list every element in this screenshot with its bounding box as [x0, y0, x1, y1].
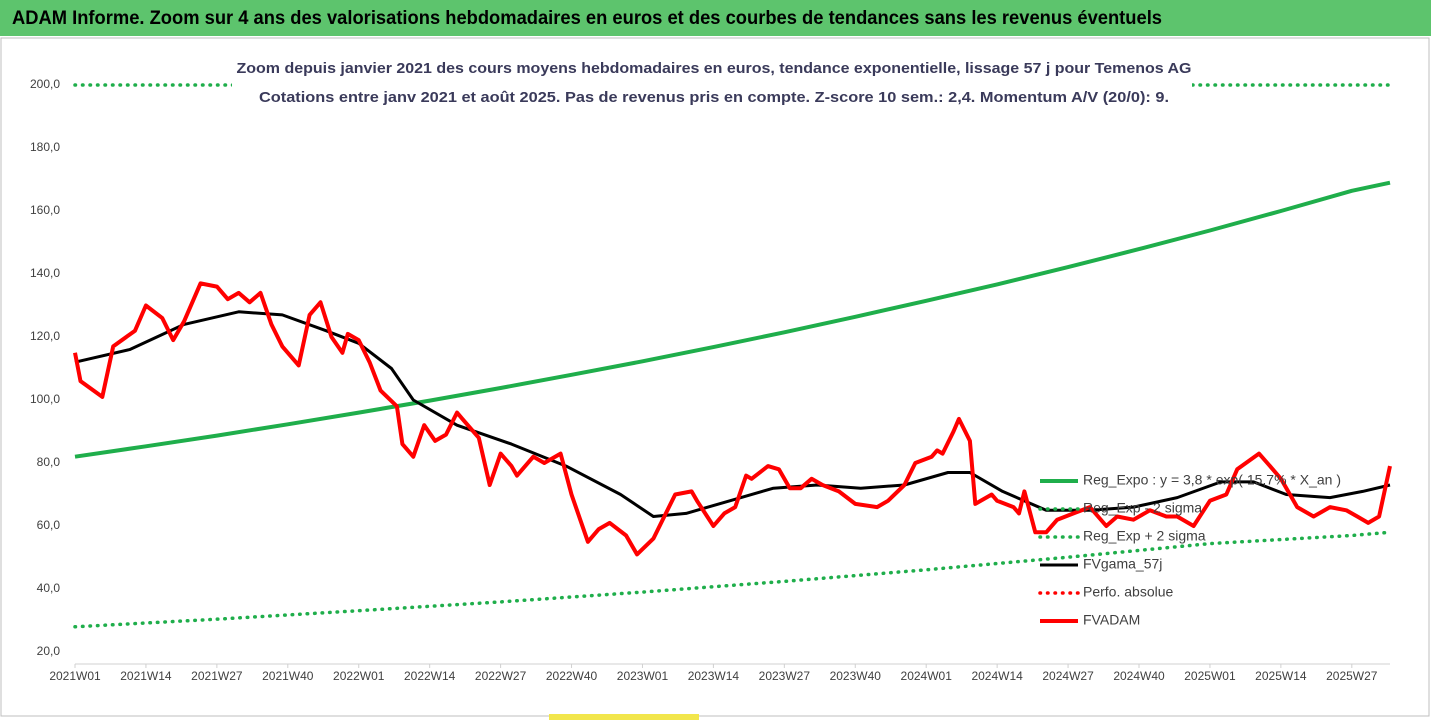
y-tick-label: 160,0 [30, 203, 60, 217]
x-tick-label: 2023W01 [617, 669, 669, 683]
x-tick-label: 2024W01 [901, 669, 953, 683]
y-tick-label: 20,0 [37, 644, 61, 658]
x-tick-label: 2024W40 [1113, 669, 1165, 683]
y-tick-label: 100,0 [30, 392, 60, 406]
x-tick-label: 2025W14 [1255, 669, 1307, 683]
x-tick-label: 2022W40 [546, 669, 598, 683]
x-tick-label: 2023W14 [688, 669, 740, 683]
x-tick-label: 2023W27 [759, 669, 811, 683]
header-bar [0, 0, 1431, 36]
title-backdrop [232, 54, 1192, 110]
y-tick-label: 180,0 [30, 140, 60, 154]
x-tick-label: 2024W27 [1042, 669, 1094, 683]
x-tick-label: 2021W40 [262, 669, 314, 683]
legend-label: FVADAM [1083, 612, 1140, 628]
series-line [74, 310, 1391, 518]
chart-frame [0, 37, 1430, 717]
legend-label: Reg_Exp + 2 sigma [1083, 528, 1206, 544]
series-line [73, 281, 1392, 557]
x-tick-label: 2021W14 [120, 669, 172, 683]
y-tick-label: 60,0 [37, 518, 61, 532]
x-tick-label: 2025W01 [1184, 669, 1236, 683]
y-tick-label: 40,0 [37, 581, 61, 595]
y-tick-label: 120,0 [30, 329, 60, 343]
series-line [73, 530, 1392, 629]
header-title: ADAM Informe. Zoom sur 4 ans des valoris… [12, 8, 1162, 29]
y-tick-label: 80,0 [37, 455, 61, 469]
chart-subtitle: Cotations entre janv 2021 et août 2025. … [259, 89, 1169, 106]
x-tick-label: 2024W14 [971, 669, 1023, 683]
y-tick-label: 200,0 [30, 77, 60, 91]
legend: Reg_Expo : y = 3,8 * exp( 15,7% * X_an )… [1038, 472, 1341, 628]
x-tick-label: 2021W01 [49, 669, 101, 683]
x-tick-label: 2025W27 [1326, 669, 1378, 683]
series-line [74, 180, 1391, 459]
x-tick-label: 2023W40 [830, 669, 882, 683]
legend-label: Reg_Exp - 2 sigma [1083, 500, 1202, 516]
x-tick-label: 2022W14 [404, 669, 456, 683]
legend-label: Perfo. absolue [1083, 584, 1173, 600]
legend-label: Reg_Expo : y = 3,8 * exp( 15,7% * X_an ) [1083, 472, 1341, 488]
x-tick-label: 2022W01 [333, 669, 385, 683]
x-tick-label: 2021W27 [191, 669, 243, 683]
y-tick-label: 140,0 [30, 266, 60, 280]
x-tick-label: 2022W27 [475, 669, 527, 683]
legend-label: FVgama_57j [1083, 556, 1162, 572]
footer-marker [549, 714, 699, 720]
chart-title: Zoom depuis janvier 2021 des cours moyen… [237, 60, 1192, 77]
